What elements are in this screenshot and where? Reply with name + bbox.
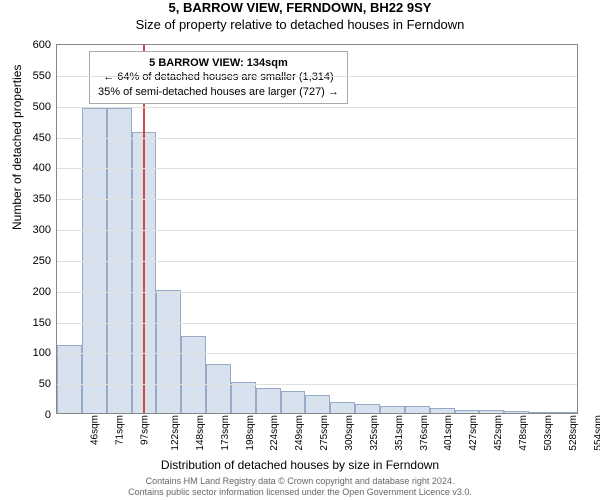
histogram-bar — [355, 404, 380, 413]
tooltip-line-2: 35% of semi-detached houses are larger (… — [98, 85, 339, 99]
histogram-bar — [231, 382, 256, 413]
gridline — [57, 384, 577, 385]
gridline — [57, 199, 577, 200]
x-tick-label: 275sqm — [319, 415, 330, 451]
histogram-bar — [504, 411, 529, 413]
tooltip-title: 5 BARROW VIEW: 134sqm — [98, 56, 339, 70]
x-tick-label: 478sqm — [518, 415, 529, 451]
histogram-bar — [57, 345, 82, 413]
histogram-bar — [305, 395, 330, 414]
x-tick-label: 554sqm — [593, 415, 600, 451]
x-tick-label: 71sqm — [115, 415, 126, 445]
histogram-bar — [405, 406, 430, 413]
x-tick-label: 249sqm — [294, 415, 305, 451]
y-tick-label: 250 — [33, 255, 51, 267]
x-tick-label: 528sqm — [568, 415, 579, 451]
x-tick-label: 427sqm — [468, 415, 479, 451]
page-title: 5, BARROW VIEW, FERNDOWN, BH22 9SY — [0, 0, 600, 15]
histogram-bar — [181, 336, 206, 413]
gridline — [57, 230, 577, 231]
gridline — [57, 138, 577, 139]
footer-line-1: Contains HM Land Registry data © Crown c… — [0, 476, 600, 487]
gridline — [57, 323, 577, 324]
x-tick-label: 452sqm — [493, 415, 504, 451]
histogram-bar — [330, 402, 355, 413]
histogram-bar — [455, 410, 480, 413]
tooltip-line-1: ← 64% of detached houses are smaller (1,… — [98, 70, 339, 84]
chart-container: 5, BARROW VIEW, FERNDOWN, BH22 9SY Size … — [0, 0, 600, 500]
histogram-bar — [156, 290, 181, 413]
histogram-bar — [281, 391, 306, 413]
gridline — [57, 292, 577, 293]
x-tick-label: 376sqm — [419, 415, 430, 451]
y-axis-label: Number of detached properties — [10, 65, 24, 230]
x-axis-label: Distribution of detached houses by size … — [0, 458, 600, 472]
gridline — [57, 107, 577, 108]
x-tick-label: 401sqm — [444, 415, 455, 451]
x-tick-label: 46sqm — [90, 415, 101, 445]
y-tick-label: 0 — [45, 409, 51, 421]
x-tick-label: 351sqm — [394, 415, 405, 451]
footer: Contains HM Land Registry data © Crown c… — [0, 476, 600, 498]
histogram-bar — [479, 410, 504, 413]
histogram-bar — [256, 388, 281, 413]
histogram-bar — [430, 408, 455, 413]
chart-area: 5 BARROW VIEW: 134sqm ← 64% of detached … — [56, 44, 578, 414]
y-tick-label: 150 — [33, 317, 51, 329]
y-tick-label: 350 — [33, 193, 51, 205]
histogram-bar — [206, 364, 231, 413]
footer-line-2: Contains public sector information licen… — [0, 487, 600, 498]
y-tick-label: 50 — [39, 378, 51, 390]
gridline — [57, 76, 577, 77]
x-tick-label: 97sqm — [140, 415, 151, 445]
gridline — [57, 261, 577, 262]
x-tick-label: 173sqm — [220, 415, 231, 451]
y-tick-label: 300 — [33, 224, 51, 236]
x-tick-label: 325sqm — [369, 415, 380, 451]
page-subtitle: Size of property relative to detached ho… — [0, 17, 600, 32]
x-tick-label: 503sqm — [543, 415, 554, 451]
histogram-bar — [554, 412, 577, 413]
x-tick-label: 122sqm — [170, 415, 181, 451]
plot-area: 5 BARROW VIEW: 134sqm ← 64% of detached … — [56, 44, 578, 414]
x-tick-label: 300sqm — [344, 415, 355, 451]
y-tick-label: 400 — [33, 162, 51, 174]
y-tick-label: 200 — [33, 286, 51, 298]
y-tick-label: 450 — [33, 132, 51, 144]
x-tick-label: 198sqm — [245, 415, 256, 451]
y-tick-label: 500 — [33, 101, 51, 113]
y-tick-label: 550 — [33, 70, 51, 82]
y-tick-label: 600 — [33, 39, 51, 51]
y-tick-label: 100 — [33, 347, 51, 359]
gridline — [57, 353, 577, 354]
x-tick-label: 148sqm — [195, 415, 206, 451]
histogram-bar — [529, 412, 554, 413]
x-tick-label: 224sqm — [270, 415, 281, 451]
gridline — [57, 168, 577, 169]
histogram-bar — [380, 406, 405, 413]
tooltip-box: 5 BARROW VIEW: 134sqm ← 64% of detached … — [89, 51, 348, 104]
